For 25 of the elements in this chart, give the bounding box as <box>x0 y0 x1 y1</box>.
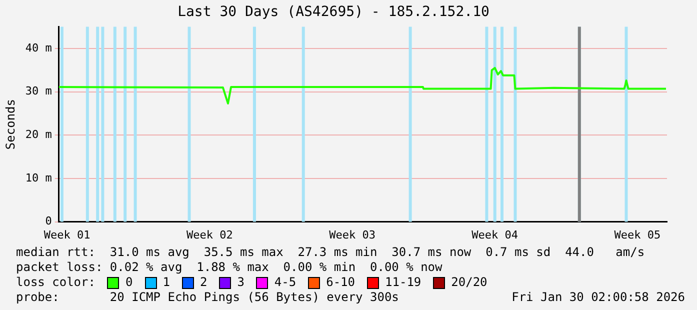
text: Fri Jan 30 02:00:58 2026 <box>512 290 685 305</box>
chart-title: Last 30 Days (AS42695) - 185.2.152.10 <box>178 4 490 20</box>
x-tick-label: Week 05 <box>614 228 661 242</box>
legend-label: 4-5 <box>274 275 296 290</box>
y-axis-title: Seconds <box>3 99 18 150</box>
legend-label: 0 <box>125 275 133 290</box>
x-tick-label: Week 03 <box>329 228 376 242</box>
x-tick-label: Week 01 <box>44 228 90 242</box>
y-tick-label: 0 <box>45 214 52 228</box>
legend-label: 1 <box>162 275 170 290</box>
legend-label: 11-19 <box>385 275 422 290</box>
y-tick-label: 40 m <box>25 41 52 54</box>
text: probe: 20 ICMP Echo Pings (56 Bytes) every 300s <box>16 290 399 305</box>
x-tick-label: Week 04 <box>472 228 518 242</box>
legend-label: 2 <box>200 275 208 290</box>
legend-title: loss color: <box>16 275 96 290</box>
y-tick-label: 10 m <box>25 171 52 184</box>
legend-label: 3 <box>237 275 244 290</box>
text: packet loss: 0.02 % avg 1.88 % max 0.00 % min 0.00 % now <box>16 260 444 275</box>
y-tick-label: 20 m <box>25 128 52 141</box>
text: median rtt: 31.0 ms avg 35.5 ms max 27.3 ms min 30.7 ms now 0.7 ms sd 44.0 am/s <box>16 245 646 260</box>
legend-label: 6-10 <box>326 275 356 290</box>
x-tick-label: Week 02 <box>186 228 233 242</box>
y-tick-label: 30 m <box>25 84 52 98</box>
legend-label: 20/20 <box>451 275 488 290</box>
